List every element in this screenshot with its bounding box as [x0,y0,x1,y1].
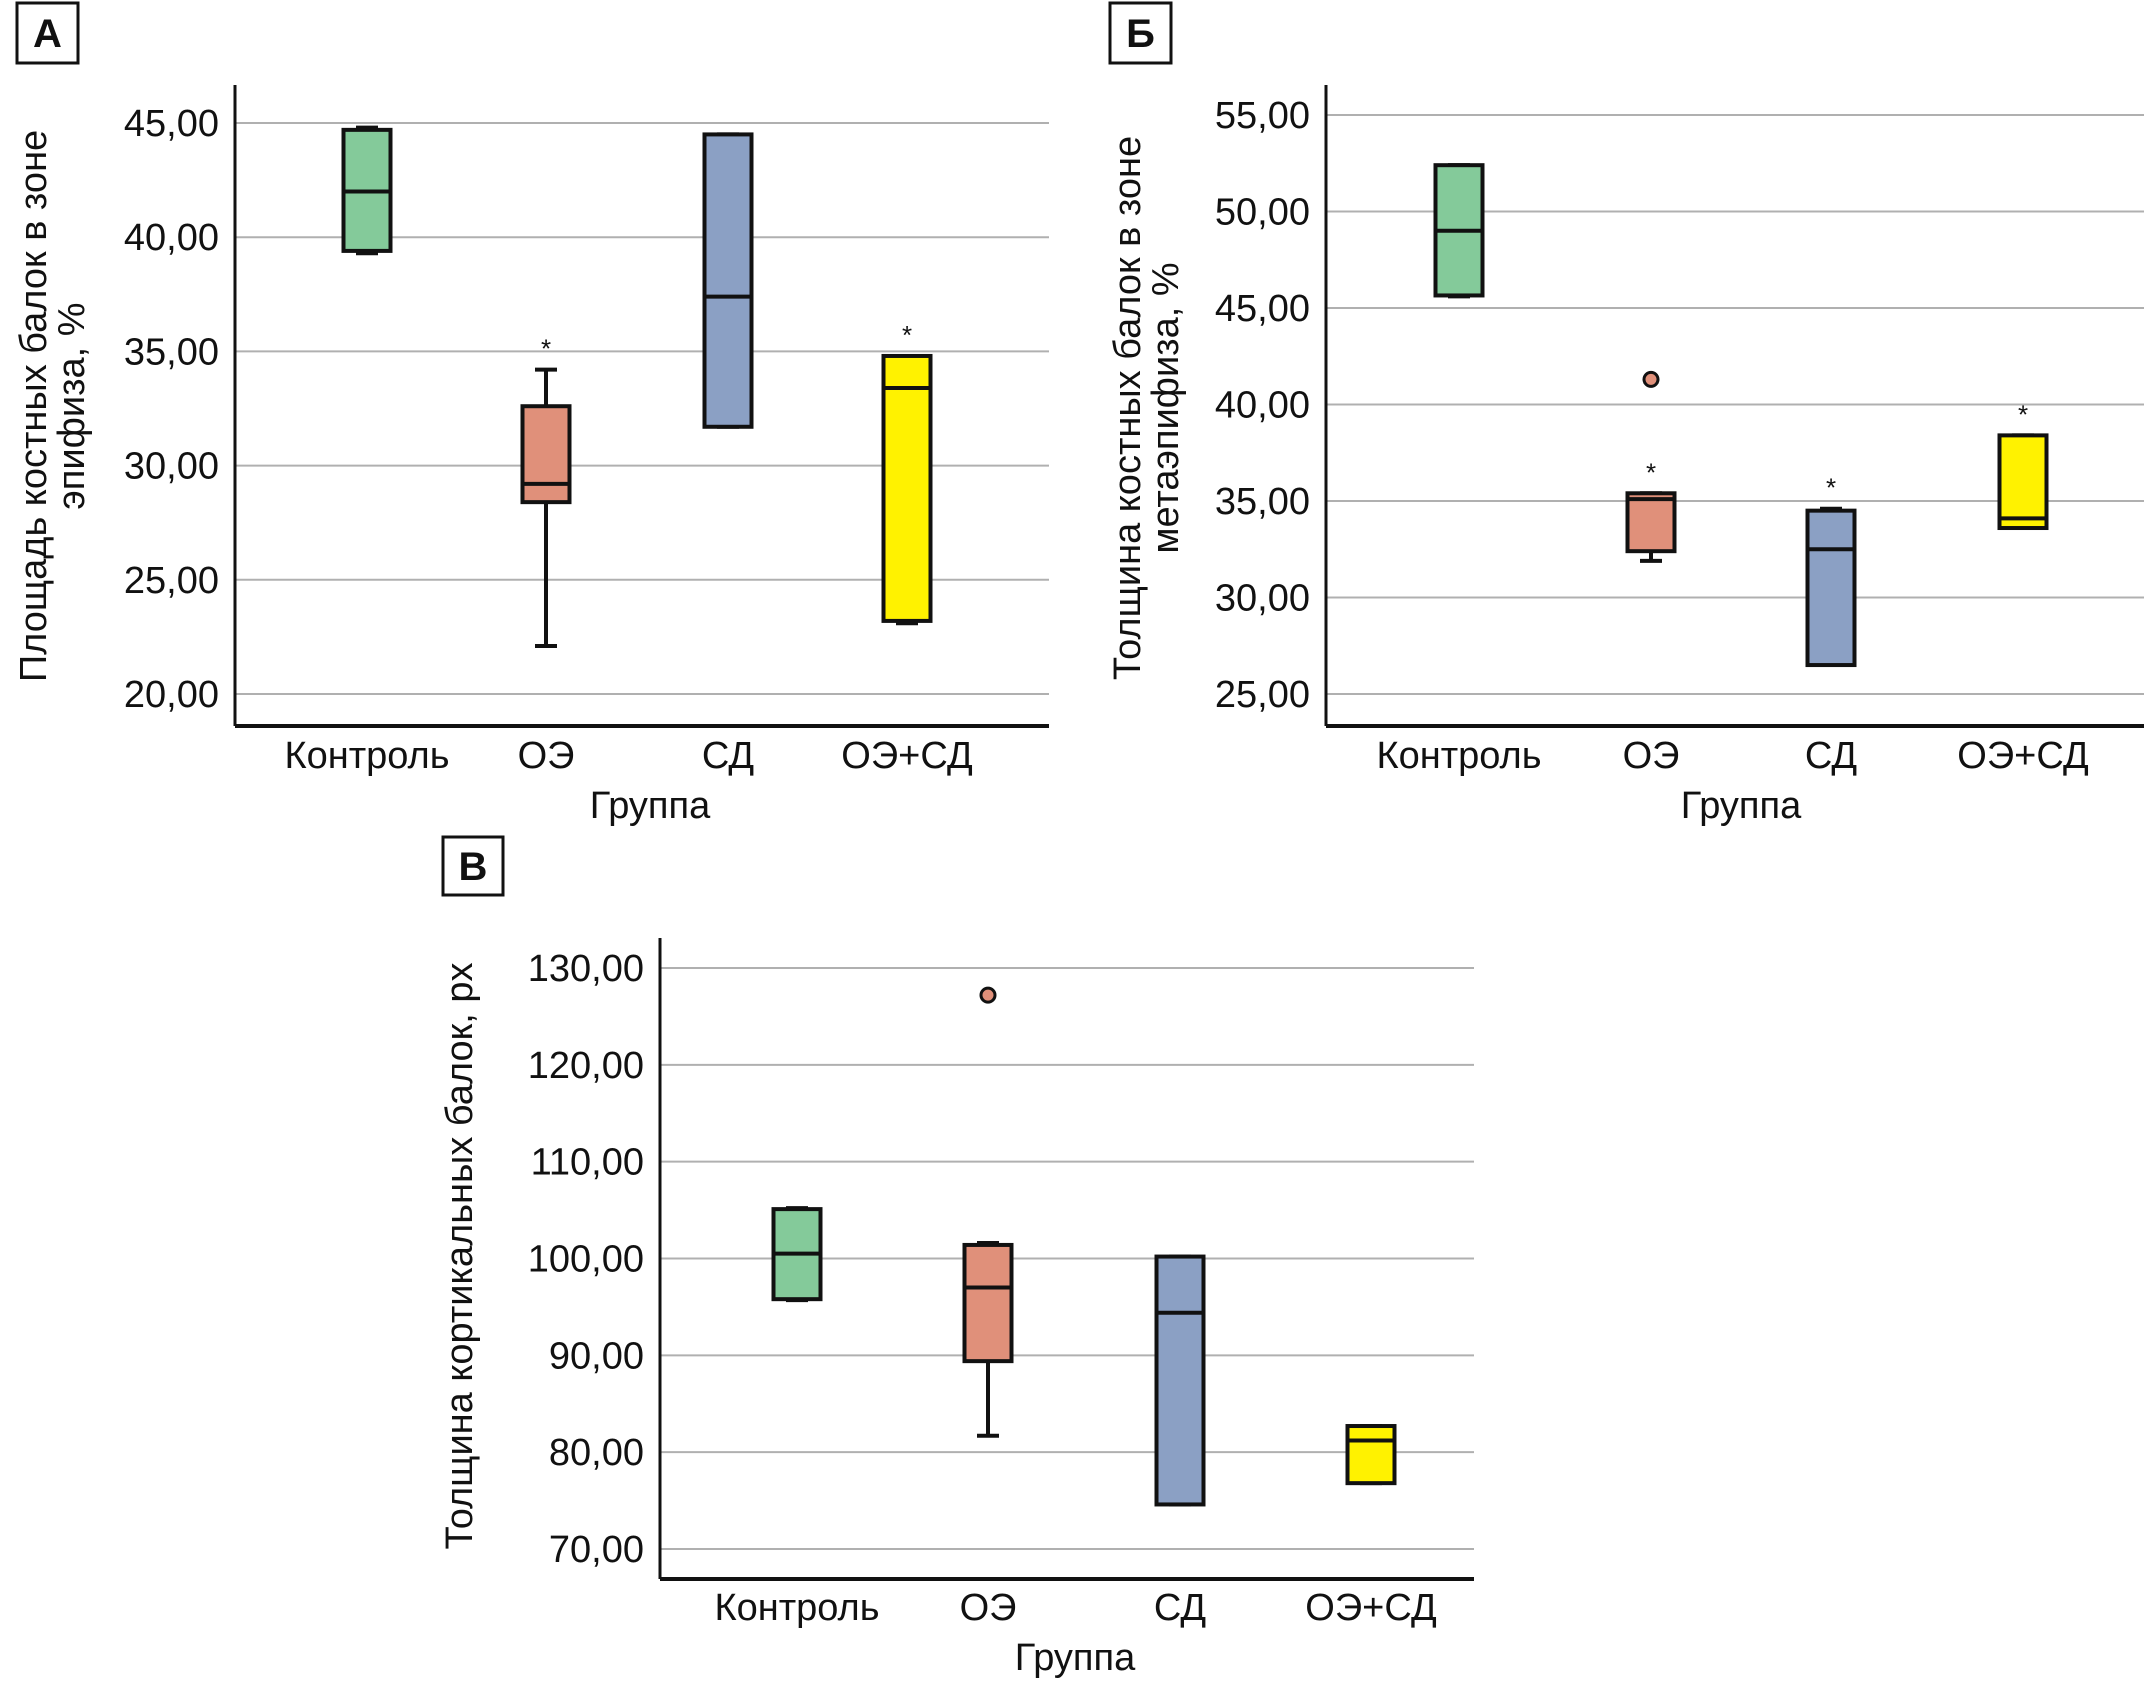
y-axis-title-line-1: Площадь костных балок в зоне [13,130,55,682]
box-iqr [520,404,572,505]
box-iqr [702,132,754,429]
box-iqr [1805,508,1857,668]
y-tick-label: 35,00 [1215,481,1310,523]
boxplot-2 [1154,1254,1206,1507]
panel-label-box [441,835,505,897]
x-tick-label: ОЭ+СД [1305,1587,1437,1629]
y-axis-title-line-1: Толщина костных балок в зоне [1107,136,1149,680]
y-tick-label: 25,00 [1215,674,1310,716]
axes [233,85,1049,728]
boxplot-0 [1433,163,1485,299]
boxplot-3 [1345,1424,1397,1486]
y-tick-label: 130,00 [528,948,644,990]
y-tick-label: 40,00 [1215,385,1310,427]
boxplot-3: * [881,320,933,626]
y-tick-labels: 20,00 25,00 30,00 35,00 40,00 45,00 [124,103,219,716]
boxplot-1: * [520,334,572,649]
box-iqr [881,353,933,623]
x-tick-label: Контроль [1376,735,1541,777]
x-tick-label: ОЭ+СД [1957,735,2089,777]
y-tick-label: 35,00 [124,331,219,373]
x-axis-title: Группа [1681,785,1802,827]
outlier-point [979,986,997,1004]
panel-c: В 70,00 80,00 90,00 100,00 110,00 120,00 130,0… [439,835,1474,1679]
significance-marker: * [1826,473,1836,503]
y-axis-title-line-2: эпифиза, % [51,302,93,509]
y-tick-labels: 70,00 80,00 90,00 100,00 110,00 120,00 130,00 [528,948,644,1571]
panel-label-box [15,1,80,65]
box-iqr [1345,1424,1397,1486]
y-axis-title-line-1: Толщина кортикальных балок, px [439,962,481,1549]
panel-label-box [1108,1,1173,65]
y-tick-label: 25,00 [124,560,219,602]
panel-label: А [33,12,62,56]
significance-marker: * [1646,457,1656,487]
y-tick-labels: 25,00 30,00 35,00 40,00 45,00 50,00 55,00 [1215,95,1310,716]
x-tick-label: Контроль [284,735,449,777]
y-tick-label: 50,00 [1215,192,1310,234]
x-tick-label: Контроль [714,1587,879,1629]
panel-label: Б [1126,12,1155,56]
x-tick-labels: Контроль ОЭ СД ОЭ+СД [714,1587,1436,1629]
x-tick-label: ОЭ [960,1587,1017,1629]
axes [658,938,1474,1581]
panel-label: В [459,845,488,889]
x-tick-label: СД [702,735,755,777]
y-tick-label: 55,00 [1215,95,1310,137]
y-tick-label: 30,00 [124,446,219,488]
y-tick-label: 90,00 [549,1335,644,1377]
boxplot-1: * [1625,370,1677,563]
box-iqr [962,1242,1014,1364]
x-axis-title: Группа [590,785,711,827]
y-axis-title-line-2: метаэпифиза, % [1145,262,1187,553]
x-tick-label: ОЭ [518,735,575,777]
y-tick-label: 80,00 [549,1432,644,1474]
boxplot-3: * [1997,399,2049,531]
y-tick-label: 30,00 [1215,578,1310,620]
boxplots: * * * [1433,163,2049,668]
significance-marker: * [541,334,551,364]
y-tick-label: 120,00 [528,1045,644,1087]
boxplot-2: * [1805,473,1857,668]
boxplot-2 [702,132,754,429]
y-tick-label: 70,00 [549,1529,644,1571]
gridlines [660,967,1474,1550]
boxplot-1 [962,986,1014,1438]
x-tick-label: ОЭ+СД [841,735,973,777]
box-iqr [1997,433,2049,531]
y-tick-label: 40,00 [124,217,219,259]
axes [1324,85,2144,728]
boxplot-0 [341,125,393,256]
box-iqr [1625,491,1677,554]
y-tick-label: 45,00 [1215,288,1310,330]
x-tick-label: ОЭ [1623,735,1680,777]
y-tick-label: 20,00 [124,674,219,716]
significance-marker: * [2018,399,2028,429]
x-tick-label: СД [1805,735,1858,777]
x-tick-labels: Контроль ОЭ СД ОЭ+СД [284,735,972,777]
boxplot-0 [771,1206,823,1303]
x-axis-title: Группа [1015,1637,1136,1679]
outlier-point [1642,370,1660,388]
boxplots: * * [341,125,933,649]
y-tick-label: 100,00 [528,1239,644,1281]
y-tick-label: 45,00 [124,103,219,145]
x-tick-label: СД [1154,1587,1207,1629]
box-iqr [1154,1254,1206,1507]
x-tick-labels: Контроль ОЭ СД ОЭ+СД [1376,735,2088,777]
significance-marker: * [902,320,912,350]
y-tick-label: 110,00 [531,1142,644,1184]
boxplots [771,986,1397,1507]
